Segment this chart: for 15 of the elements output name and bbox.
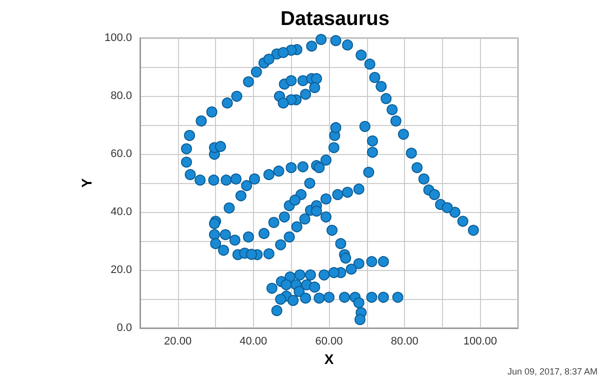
chart-title: Datasaurus: [280, 8, 390, 30]
text: Jun 09, 2017, 8:37 AM: [507, 366, 598, 376]
y-tick-label: 60.0: [110, 148, 132, 160]
y-tick-label: 80.0: [110, 90, 132, 102]
x-tick-label: 20.00: [164, 336, 192, 348]
y-tick-label: 20.0: [110, 264, 132, 276]
x-tick-label: 60.00: [315, 336, 343, 348]
x-tick-label: 40.00: [240, 336, 268, 348]
y-tick-label: 100.0: [104, 32, 132, 44]
x-axis-title: X: [324, 350, 334, 367]
x-tick-label: 100.00: [463, 336, 498, 348]
y-tick-label: 40.0: [110, 206, 132, 218]
x-tick-label: 80.00: [390, 336, 418, 348]
y-axis-title: Y: [78, 178, 95, 188]
y-tick-label: 0.0: [116, 322, 132, 334]
